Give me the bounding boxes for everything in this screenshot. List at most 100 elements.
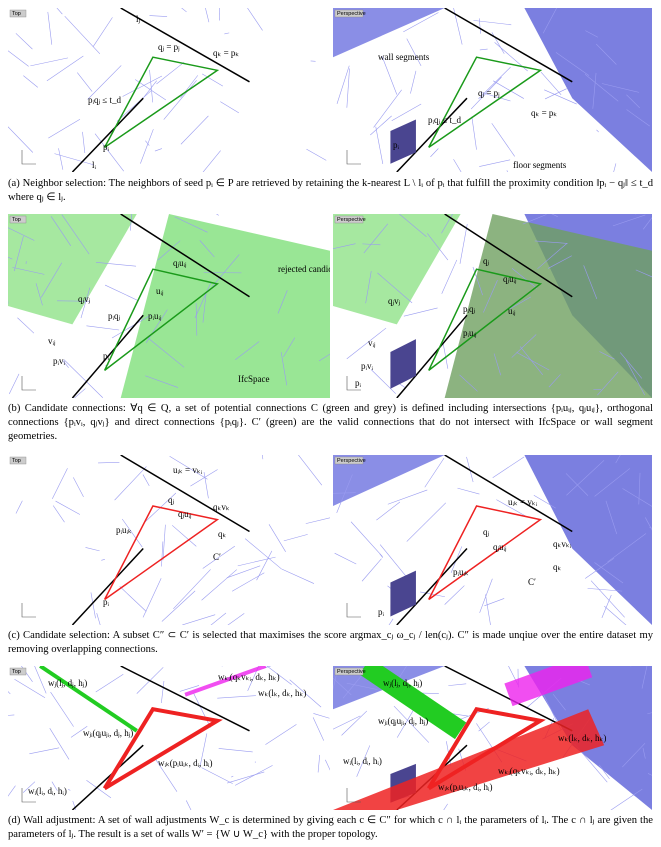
mesh-edge xyxy=(145,375,179,388)
mesh-edge xyxy=(17,317,35,334)
panel: Perspective wⱼ(lⱼ, dⱼ, hⱼ) wⱼᵢ(qⱼuⱼᵢ, dⱼ, … xyxy=(333,666,652,810)
mesh-edge xyxy=(336,65,350,104)
annotation-label: pᵢ xyxy=(378,607,385,617)
mesh-edge xyxy=(62,360,69,368)
mesh-edge xyxy=(641,666,648,689)
mesh-edge xyxy=(201,767,233,784)
mesh-edge xyxy=(40,262,63,298)
mesh-edge xyxy=(596,129,599,133)
mesh-edge xyxy=(387,489,428,505)
mesh-edge xyxy=(22,781,36,793)
mesh-edge xyxy=(305,517,330,524)
mesh-edge xyxy=(483,280,498,313)
mesh-edge xyxy=(142,80,157,99)
mesh-edge xyxy=(346,327,387,360)
wall-axis xyxy=(120,214,250,298)
mesh-edge xyxy=(493,353,502,376)
mesh-edge xyxy=(585,30,598,38)
connection xyxy=(103,56,220,149)
wall xyxy=(333,709,605,810)
axis-glyph xyxy=(21,603,36,618)
mesh-edge xyxy=(67,788,71,791)
mesh-edge xyxy=(174,216,208,233)
mesh-edge xyxy=(537,243,567,270)
mesh-edge xyxy=(101,559,105,561)
mesh-edge xyxy=(194,282,212,319)
mesh-edge xyxy=(342,666,370,699)
mesh-edge xyxy=(406,502,446,542)
mesh-edge xyxy=(226,565,261,579)
mesh-edge xyxy=(480,91,511,102)
caption: (d) Wall adjustment: A set of wall adjus… xyxy=(8,815,653,840)
ifcspace xyxy=(333,214,461,325)
mesh-edge xyxy=(261,455,264,460)
wall-axis xyxy=(71,547,144,625)
annotation-label: pᵢqⱼ xyxy=(463,304,475,314)
connection xyxy=(428,268,543,371)
view-tab xyxy=(9,456,27,465)
mesh-edge xyxy=(522,214,547,225)
mesh-edge xyxy=(247,8,263,31)
mesh-edge xyxy=(441,214,453,234)
mesh-edge xyxy=(585,558,615,579)
mesh-edge xyxy=(181,8,187,13)
annotation-label: pᵢvᵢ xyxy=(53,356,65,366)
mesh-edge xyxy=(51,781,58,791)
mesh-edge xyxy=(548,374,561,388)
mesh-edge xyxy=(479,578,493,613)
mesh-edge xyxy=(61,214,90,255)
mesh-edge xyxy=(185,800,192,810)
mesh-edge xyxy=(313,713,330,719)
mesh-edge xyxy=(283,534,308,542)
mesh-edge xyxy=(420,591,445,598)
mesh-edge xyxy=(203,471,209,499)
mesh-edge xyxy=(86,325,120,331)
annotation-label: qₖ xyxy=(218,529,227,539)
mesh-edge xyxy=(266,666,292,685)
connection xyxy=(103,505,220,601)
panel-bg xyxy=(8,8,330,172)
mesh-edge xyxy=(555,52,590,76)
axis-glyph xyxy=(21,788,36,803)
view-label: Top xyxy=(12,669,21,675)
mesh-edge xyxy=(202,73,224,87)
mesh-edge xyxy=(590,580,625,618)
mesh-edge xyxy=(77,72,93,92)
mesh-edge xyxy=(157,240,181,261)
mesh-edge xyxy=(362,243,381,246)
annotation-label: vᵢⱼ xyxy=(368,338,376,348)
mesh-edge xyxy=(544,89,577,105)
mesh-edge xyxy=(180,115,209,145)
mesh-edge xyxy=(592,72,597,109)
mesh-edge xyxy=(218,748,253,753)
mesh-edge xyxy=(231,775,234,778)
mesh-edge xyxy=(8,50,29,67)
annotation-label: C′ xyxy=(528,577,536,587)
mesh-edge xyxy=(169,455,208,480)
annotation-label: qⱼ = pⱼ xyxy=(158,42,180,52)
mesh-edge xyxy=(298,455,323,486)
mesh-edge xyxy=(393,705,430,743)
caption: (b) Candidate connections: ∀q ∈ Q, a set… xyxy=(8,403,653,442)
mesh-edge xyxy=(163,80,197,120)
mesh-edge xyxy=(8,373,20,395)
mesh-edge xyxy=(8,785,16,797)
mesh-edge xyxy=(52,468,68,500)
mesh-edge xyxy=(15,33,33,50)
annotation-label: qⱼvⱼ xyxy=(388,296,401,306)
mesh-edge xyxy=(346,682,378,690)
mesh-edge xyxy=(104,284,138,301)
mesh-edge xyxy=(87,65,122,100)
caption: (c) Candidate selection: A subset C″ ⊂ C… xyxy=(8,630,653,655)
mesh-edge xyxy=(47,11,53,45)
mesh-edge xyxy=(479,159,511,167)
mesh-edge xyxy=(95,261,137,267)
mesh-edge xyxy=(50,691,74,727)
mesh-edge xyxy=(370,115,392,136)
annotation-label: wᵢ(lᵢ, dᵢ, hᵢ) xyxy=(343,756,382,766)
mesh-edge xyxy=(52,505,65,523)
annotation-label: qₖ = pₖ xyxy=(213,48,239,58)
connection xyxy=(428,56,543,149)
mesh-edge xyxy=(493,80,524,99)
